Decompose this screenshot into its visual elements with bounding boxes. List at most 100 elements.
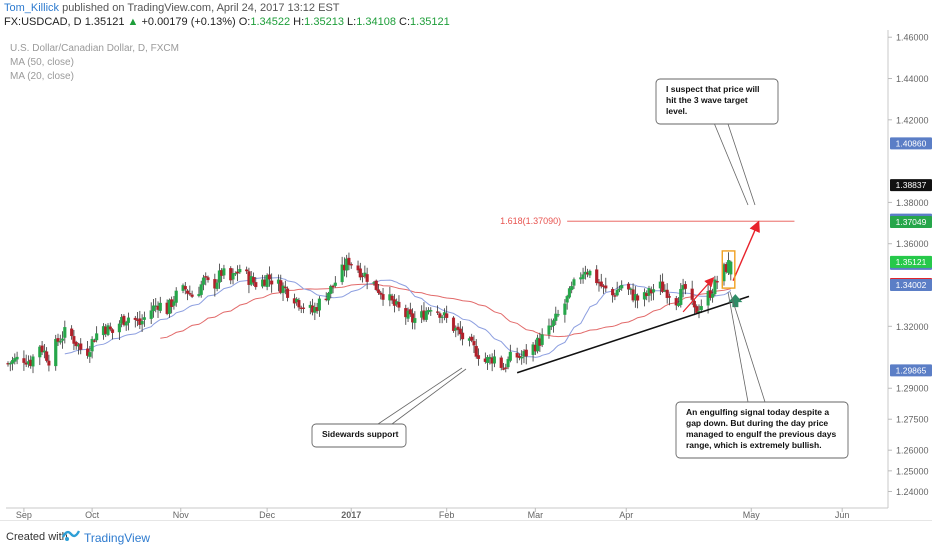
- candle-body: [476, 355, 481, 359]
- candle-body: [45, 351, 49, 361]
- support-callout-pointer: [377, 367, 463, 425]
- y-tick-label: 1.29000: [896, 384, 929, 394]
- y-tick-label: 1.44000: [896, 74, 929, 84]
- target-callout-pointer: [725, 117, 756, 206]
- candle-body: [124, 322, 128, 326]
- x-tick-label: Mar: [528, 510, 544, 520]
- x-tick-label: Oct: [85, 510, 100, 520]
- price-badge: [890, 278, 932, 291]
- candle-body: [661, 281, 665, 292]
- chart-legend: U.S. Dollar/Canadian Dollar, D, FXCM MA …: [10, 42, 179, 84]
- candle-body: [506, 359, 510, 368]
- ma50-path: [160, 283, 731, 339]
- candle-body: [197, 293, 201, 297]
- candle-body: [88, 352, 92, 357]
- legend-instrument: U.S. Dollar/Canadian Dollar, D, FXCM: [10, 43, 179, 54]
- tradingview-brand[interactable]: TradingView: [84, 531, 151, 545]
- y-tick-label: 1.46000: [896, 33, 929, 43]
- price-badge-label: 1.40860: [896, 138, 927, 148]
- y-tick-label: 1.36000: [896, 239, 929, 249]
- candle-body: [251, 277, 256, 283]
- legend-ma50[interactable]: MA (50, close): [10, 57, 74, 68]
- candle-body: [711, 293, 715, 298]
- tradingview-logo-icon[interactable]: [62, 528, 80, 542]
- candle-body: [140, 321, 144, 325]
- candle-body: [520, 356, 524, 359]
- candle-body: [540, 334, 544, 345]
- candle-body: [40, 345, 44, 353]
- candle-body: [265, 274, 269, 287]
- candle-body: [236, 271, 240, 274]
- x-tick-label: Sep: [16, 510, 32, 520]
- candle-body: [374, 280, 378, 290]
- high-label: H:: [293, 16, 305, 28]
- footer-bar: Created with TradingView: [0, 520, 932, 551]
- candle-body: [715, 281, 719, 283]
- support-callout-text: Sidewards support: [322, 429, 399, 439]
- candle-body: [615, 289, 619, 296]
- candle-body: [551, 320, 556, 326]
- candle-body: [461, 332, 465, 340]
- candle-body: [445, 313, 449, 318]
- target-callout-text: I suspect that price will: [666, 84, 760, 94]
- price-badge: [890, 364, 932, 377]
- candle-body: [651, 289, 656, 293]
- candle-body: [365, 274, 369, 282]
- candle-body: [72, 336, 76, 344]
- candle-body: [636, 295, 640, 301]
- price-badge-label: 1.35121: [896, 257, 927, 267]
- candle-body: [440, 316, 444, 318]
- x-tick-label: May: [743, 510, 761, 520]
- candle-body: [411, 313, 415, 323]
- candle-body: [699, 305, 703, 311]
- engulfing-highlight-box: [721, 250, 736, 289]
- engulfing-callout-pointer: [727, 291, 749, 403]
- author-link[interactable]: Tom_Killick: [4, 2, 60, 14]
- support-callout-pointer: [391, 368, 467, 425]
- candle-body: [333, 282, 337, 286]
- candle-body: [570, 286, 574, 291]
- candle-body: [706, 291, 710, 306]
- price-badge: [890, 216, 932, 229]
- publish-line: Tom_Killick published on TradingView.com…: [4, 2, 340, 14]
- y-tick-label: 1.26000: [896, 446, 929, 456]
- candle-body: [492, 356, 496, 364]
- candle-body: [563, 303, 567, 315]
- legend-ma20[interactable]: MA (20, close): [10, 71, 74, 82]
- candle-body: [95, 333, 99, 341]
- candle-body: [424, 311, 428, 320]
- price-badge-label: 1.37049: [896, 217, 927, 227]
- candle-body: [472, 341, 476, 346]
- candle-body: [413, 318, 417, 323]
- close-value: 1.35121: [410, 16, 450, 28]
- candle-body: [626, 283, 631, 290]
- candle-body: [358, 268, 362, 278]
- candle-body: [254, 282, 258, 288]
- candle-body: [517, 355, 521, 358]
- candle-body: [347, 257, 351, 265]
- candle-body: [206, 277, 210, 281]
- ohlc-line: FX:USDCAD, D 1.35121 ▲ +0.00179 (+0.13%)…: [4, 16, 450, 28]
- drawing-overlays: 1.618(1.37090): [500, 216, 795, 374]
- candle-body: [201, 277, 206, 285]
- candle-body: [549, 325, 553, 328]
- candle-body: [692, 300, 696, 308]
- candle-body: [270, 280, 274, 285]
- candle-body: [470, 336, 474, 341]
- candle-body: [474, 345, 478, 357]
- price-chart[interactable]: 1.618(1.37090) 1.46000 1.44000 1.42000 1.38…: [0, 0, 932, 520]
- candle-body: [122, 315, 126, 325]
- candle-body: [456, 326, 460, 330]
- candle-body: [588, 270, 592, 276]
- fib-target-label: 1.618(1.37090): [500, 216, 561, 226]
- candle-body: [667, 296, 671, 298]
- candle-body: [629, 288, 633, 290]
- price-badge-label: 1.29865: [896, 365, 927, 375]
- candle-body: [297, 300, 301, 308]
- candle-body: [74, 341, 78, 347]
- price-badge: [890, 255, 932, 268]
- price-badges: 1.408601.388371.371671.370491.351061.350…: [890, 137, 932, 377]
- candle-body: [429, 310, 433, 312]
- y-tick-label: 1.42000: [896, 115, 929, 125]
